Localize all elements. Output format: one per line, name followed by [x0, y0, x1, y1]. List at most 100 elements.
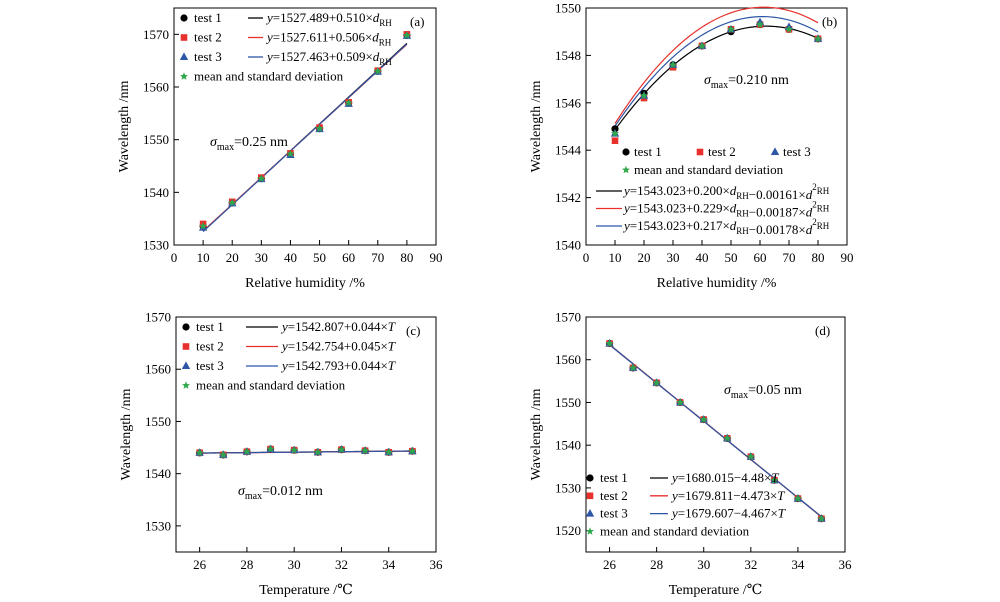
legend-marker — [179, 52, 189, 60]
plot-frame — [173, 7, 437, 246]
data-point — [402, 31, 411, 39]
y-axis-label: Wavelength /nm — [117, 80, 132, 172]
legend-marker — [180, 34, 188, 41]
legend-marker — [586, 527, 594, 535]
data-point — [814, 34, 822, 43]
legend-label: test 3 — [783, 144, 811, 159]
data-point — [698, 41, 706, 50]
data-point — [257, 174, 266, 183]
x-tick-label: 60 — [342, 250, 355, 265]
legend-fit-label: y=1542.807+0.044×T — [280, 319, 396, 334]
legend-fit-label: y=1543.023+0.200×dRH−0.00161×d2RH — [622, 182, 830, 202]
chart-panel-d: 26 28 30 32 34 36 1520 1530 1540 1550 1560 1570 Temp… — [529, 310, 852, 599]
legend-label: test 2 — [196, 339, 224, 354]
data-point — [817, 514, 826, 523]
x-tick-label: 0 — [583, 250, 590, 265]
data-point — [611, 129, 619, 138]
plot-frame — [585, 316, 846, 553]
data-point — [361, 446, 370, 455]
y-tick-label: 1544 — [555, 143, 582, 158]
data-point — [290, 445, 299, 454]
y-tick-label: 1530 — [145, 518, 171, 533]
legend-marker — [585, 509, 595, 517]
sigma-annotation: σmax=0.05 nm — [724, 383, 802, 401]
x-tick-label: 32 — [335, 557, 348, 572]
fit-line-3 — [199, 450, 413, 454]
legend-marker — [622, 148, 630, 156]
legend-label: test 1 — [600, 470, 628, 485]
x-tick-label: 90 — [430, 250, 443, 265]
x-tick-label: 70 — [371, 250, 384, 265]
data-point — [746, 452, 755, 461]
legend-label: test 3 — [194, 49, 222, 64]
plot-frame — [175, 316, 437, 553]
x-tick-label: 50 — [725, 250, 738, 265]
y-tick-label: 1550 — [555, 395, 581, 410]
x-axis-label: Relative humidity /% — [657, 276, 777, 291]
legend-marker — [696, 148, 704, 156]
y-tick-label: 1560 — [145, 362, 171, 377]
y-tick-label: 1540 — [555, 238, 581, 253]
x-tick-label: 40 — [696, 250, 709, 265]
legend-label: mean and standard deviation — [196, 378, 346, 393]
y-tick-label: 1550 — [143, 132, 169, 147]
y-tick-label: 1542 — [555, 190, 581, 205]
x-tick-label: 50 — [313, 250, 326, 265]
x-tick-label: 34 — [791, 557, 805, 572]
data-point — [770, 476, 779, 484]
x-tick-label: 0 — [171, 250, 178, 265]
data-point — [669, 60, 677, 69]
data-point — [676, 398, 685, 406]
x-tick-label: 32 — [744, 557, 757, 572]
data-point — [727, 25, 735, 33]
data-point — [199, 221, 208, 230]
panel-label: (a) — [410, 14, 424, 29]
fit-line-2 — [614, 6, 819, 124]
data-point — [723, 434, 732, 442]
chart-panel-c: 26 28 30 32 34 36 1530 1540 1550 1560 1570 Temperat… — [119, 310, 443, 599]
x-tick-label: 70 — [783, 250, 796, 265]
y-tick-label: 1560 — [143, 80, 169, 95]
legend-fit-label: y=1542.754+0.045×T — [280, 339, 396, 354]
legend-marker — [182, 323, 190, 331]
y-tick-label: 1540 — [143, 185, 169, 200]
legend-label: test 1 — [634, 144, 662, 159]
x-tick-label: 10 — [609, 250, 622, 265]
panel-label: (d) — [815, 323, 830, 338]
sigma-annotation: σmax=0.25 nm — [210, 135, 288, 153]
x-tick-label: 10 — [197, 250, 210, 265]
data-point — [793, 494, 802, 502]
sigma-annotation: σmax=0.012 nm — [238, 484, 323, 502]
x-axis-label: Temperature /℃ — [259, 583, 353, 598]
x-tick-label: 20 — [638, 250, 651, 265]
chart-panel-a: 0 10 20 30 40 50 60 70 80 90 1530 1540 1550 1560 1570 R… — [117, 7, 443, 291]
legend-marker — [180, 72, 188, 80]
legend-fit-label: y=1543.023+0.217×dRH−0.00178×d2RH — [622, 217, 830, 237]
x-tick-label: 26 — [603, 557, 617, 572]
x-tick-label: 36 — [839, 557, 853, 572]
legend-fit-label: y=1527.611+0.506×dRH — [265, 30, 392, 48]
data-point — [242, 447, 251, 456]
legend-fit-label: y=1527.463+0.509×dRH — [265, 49, 392, 67]
legend-fit-label: y=1679.607−4.467×T — [670, 506, 786, 521]
y-axis-label: Wavelength /nm — [119, 388, 134, 480]
legend-label: mean and standard deviation — [634, 162, 784, 177]
legend-label: mean and standard deviation — [194, 69, 344, 84]
data-point — [611, 137, 619, 145]
legend-marker — [586, 474, 594, 482]
legend-marker — [182, 381, 190, 389]
data-point — [286, 149, 295, 158]
fit-line-3 — [202, 43, 408, 232]
y-tick-label: 1550 — [145, 414, 171, 429]
x-tick-label: 20 — [226, 250, 239, 265]
y-tick-label: 1520 — [555, 523, 581, 538]
data-point — [337, 445, 346, 454]
x-tick-label: 34 — [382, 557, 396, 572]
x-axis-label: Relative humidity /% — [245, 276, 365, 291]
x-tick-label: 36 — [430, 557, 444, 572]
x-tick-label: 30 — [697, 557, 710, 572]
data-point — [219, 450, 228, 459]
data-point — [315, 124, 324, 132]
data-point — [228, 198, 237, 207]
